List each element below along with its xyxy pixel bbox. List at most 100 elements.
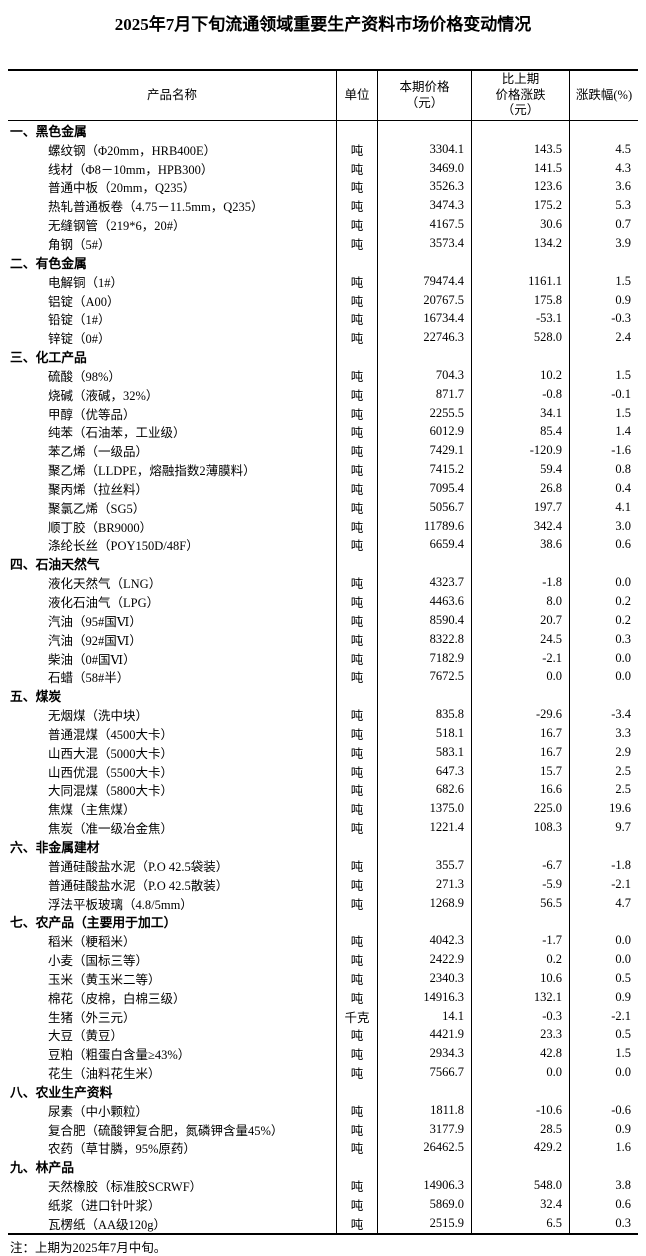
change-cell: 15.7 <box>472 761 570 781</box>
price-cell: 355.7 <box>378 855 472 875</box>
table-row: 线材（Φ8－10mm，HPB300）吨 3469.0 141.5 4.3 <box>8 158 638 178</box>
pct-cell <box>570 837 638 856</box>
pct-cell: 3.0 <box>615 518 631 533</box>
price-cell: 647.3 <box>378 761 472 781</box>
pct-cell: 0.9 <box>615 292 631 307</box>
price-cell: 8322.8 <box>378 629 472 649</box>
product-name: 锌锭（0#） <box>8 328 337 348</box>
price-cell: 518.1 <box>378 724 472 743</box>
pct-cell: 3.8 <box>615 1178 631 1193</box>
pct-cell: 2.9 <box>615 744 631 759</box>
section-row: 六、非金属建材 <box>8 837 638 856</box>
product-name: 硫酸（98%） <box>8 365 337 385</box>
table-row: 花生（油料花生米）吨 7566.7 0.0 0.0 <box>8 1063 638 1083</box>
table-row: 锌锭（0#）吨 22746.3 528.0 2.4 <box>8 328 638 348</box>
change-cell: 85.4 <box>472 422 570 442</box>
section-row: 五、煤炭 <box>8 686 638 706</box>
unit-cell: 吨 <box>337 648 378 668</box>
change-cell: 30.6 <box>472 215 570 235</box>
table-row: 硫酸（98%）吨 704.3 10.2 1.5 <box>8 365 638 385</box>
change-cell: 10.2 <box>472 365 570 385</box>
unit-cell: 千克 <box>337 1006 378 1026</box>
table-row: 汽油（92#国Ⅵ）吨 8322.8 24.5 0.3 <box>8 629 638 649</box>
pct-cell: -1.6 <box>611 443 631 458</box>
section-title: 三、化工产品 <box>8 347 337 366</box>
table-row: 普通硅酸盐水泥（P.O 42.5散装）吨 271.3 -5.9 -2.1 <box>8 874 638 894</box>
unit-cell: 吨 <box>337 215 378 235</box>
change-cell: -29.6 <box>472 705 570 724</box>
price-cell: 7415.2 <box>378 460 472 480</box>
price-cell: 4463.6 <box>378 592 472 611</box>
product-name: 液化天然气（LNG） <box>8 573 337 593</box>
unit-cell: 吨 <box>337 705 378 724</box>
price-cell: 3474.3 <box>378 196 472 216</box>
pct-cell: 0.0 <box>615 952 631 967</box>
price-cell: 1221.4 <box>378 818 472 838</box>
price-cell <box>378 1082 472 1101</box>
pct-cell: 0.0 <box>615 575 631 590</box>
change-cell: 175.2 <box>472 196 570 216</box>
price-cell: 3526.3 <box>378 177 472 197</box>
product-name: 液化石油气（LPG） <box>8 592 337 611</box>
pct-cell <box>570 912 638 931</box>
product-name: 浮法平板玻璃（4.8/5mm） <box>8 893 337 913</box>
table-row: 农药（草甘膦，95%原药）吨 26462.5 429.2 1.6 <box>8 1138 638 1158</box>
unit-cell: 吨 <box>337 1025 378 1045</box>
change-cell: -1.7 <box>472 931 570 951</box>
unit-cell <box>337 912 378 932</box>
unit-cell <box>337 686 378 706</box>
section-title: 八、农业生产资料 <box>8 1082 337 1101</box>
table-row: 电解铜（1#）吨 79474.4 1161.1 1.5 <box>8 271 638 291</box>
price-cell <box>378 347 472 366</box>
header-price-change: 比上期 价格涨跌 （元） <box>472 71 570 120</box>
price-cell: 871.7 <box>378 384 472 404</box>
price-cell: 3573.4 <box>378 234 472 253</box>
pct-cell: 4.7 <box>615 895 631 910</box>
change-cell <box>472 121 570 140</box>
price-cell: 4042.3 <box>378 931 472 951</box>
product-name: 甲醇（优等品） <box>8 403 337 423</box>
pct-cell: 19.6 <box>609 801 631 816</box>
section-row: 八、农业生产资料 <box>8 1082 638 1101</box>
change-cell <box>472 1157 570 1177</box>
product-name: 苯乙烯（一级品） <box>8 441 337 461</box>
header-product-name: 产品名称 <box>8 71 337 120</box>
price-cell <box>378 837 472 856</box>
pct-cell: 1.5 <box>615 1046 631 1061</box>
price-cell: 8590.4 <box>378 610 472 630</box>
unit-cell <box>337 347 378 366</box>
price-cell: 2934.3 <box>378 1044 472 1064</box>
pct-cell: -3.4 <box>611 707 631 722</box>
unit-cell: 吨 <box>337 968 378 988</box>
pct-cell: 1.5 <box>615 273 631 288</box>
section-title: 七、农产品（主要用于加工） <box>8 912 337 932</box>
unit-cell: 吨 <box>337 799 378 819</box>
price-cell: 20767.5 <box>378 290 472 310</box>
table-row: 复合肥（硫酸钾复合肥，氮磷钾含量45%）吨 3177.9 28.5 0.9 <box>8 1119 638 1139</box>
change-cell: 197.7 <box>472 497 570 517</box>
change-cell: 38.6 <box>472 535 570 555</box>
product-name: 普通硅酸盐水泥（P.O 42.5袋装） <box>8 855 337 875</box>
unit-cell: 吨 <box>337 441 378 461</box>
price-cell: 1268.9 <box>378 893 472 913</box>
product-name: 石蜡（58#半） <box>8 667 337 687</box>
price-cell <box>378 121 472 140</box>
price-cell: 14.1 <box>378 1006 472 1026</box>
change-cell <box>472 347 570 366</box>
unit-cell: 吨 <box>337 234 378 253</box>
pct-cell: 0.6 <box>615 1197 631 1212</box>
pct-cell: -0.3 <box>611 311 631 326</box>
section-title: 一、黑色金属 <box>8 121 337 140</box>
unit-cell: 吨 <box>337 384 378 404</box>
product-name: 复合肥（硫酸钾复合肥，氮磷钾含量45%） <box>8 1119 337 1139</box>
product-name: 无缝钢管（219*6，20#） <box>8 215 337 235</box>
table-row: 顺丁胶（BR9000）吨 11789.6 342.4 3.0 <box>8 516 638 536</box>
pct-cell: -0.1 <box>611 386 631 401</box>
footnote: 注：上期为2025年7月中旬。 <box>10 1241 167 1255</box>
table-row: 热轧普通板卷（4.75－11.5mm，Q235）吨 3474.3 175.2 5.3 <box>8 196 638 216</box>
section-row: 一、黑色金属 <box>8 121 638 140</box>
change-cell: 429.2 <box>472 1138 570 1158</box>
unit-cell: 吨 <box>337 460 378 480</box>
change-cell: 132.1 <box>472 987 570 1007</box>
table-row: 苯乙烯（一级品）吨 7429.1 -120.9 -1.6 <box>8 441 638 461</box>
